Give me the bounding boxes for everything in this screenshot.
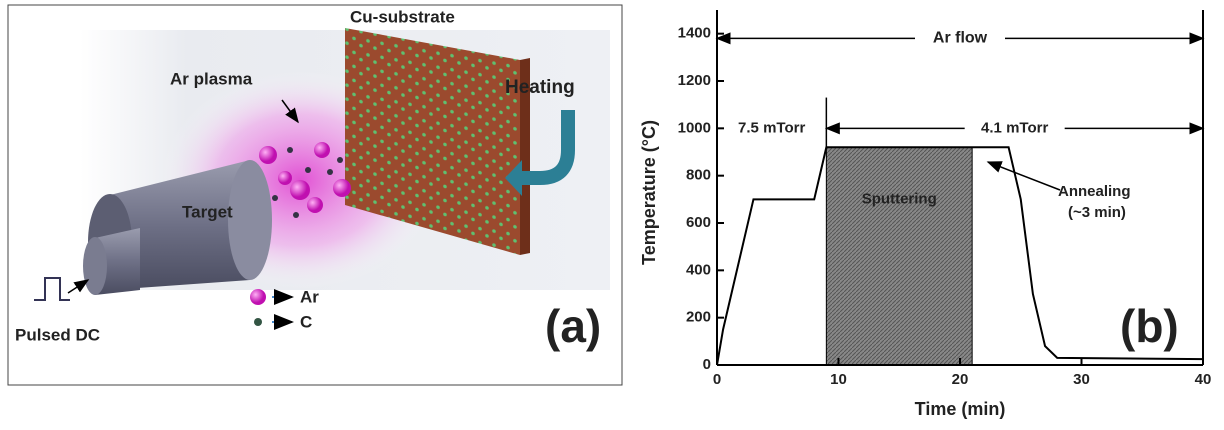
annotation: 7.5 mTorr xyxy=(738,119,805,136)
x-tick-label: 40 xyxy=(1195,371,1212,388)
panel-label: (a) xyxy=(545,300,601,352)
x-tick-label: 20 xyxy=(952,371,969,388)
panel-a: Cu-substrate Ar plasma Heating Target Pu… xyxy=(8,5,622,385)
sputtering-region xyxy=(826,147,972,365)
y-tick-label: 200 xyxy=(686,309,711,326)
y-tick-label: 0 xyxy=(703,356,711,373)
legend-c xyxy=(254,318,262,326)
region-label: Sputtering xyxy=(862,190,937,207)
annotation: Ar flow xyxy=(933,30,988,47)
label: Cu-substrate xyxy=(350,7,455,26)
x-tick-label: 10 xyxy=(830,371,847,388)
y-tick-label: 1200 xyxy=(678,72,711,89)
x-axis-label: Time (min) xyxy=(915,399,1006,419)
label: Heating xyxy=(505,77,575,98)
figure: Cu-substrate Ar plasma Heating Target Pu… xyxy=(0,0,1224,425)
y-tick-label: 1000 xyxy=(678,119,711,136)
annotation: Annealing xyxy=(1058,183,1131,200)
y-tick-label: 600 xyxy=(686,214,711,231)
y-tick-label: 400 xyxy=(686,261,711,278)
panel-b: Sputtering 0 200 400 600 800 1000 1200 1400 0 10 20… xyxy=(639,10,1212,419)
annotation: (~3 min) xyxy=(1068,204,1126,221)
label: Ar xyxy=(300,287,319,306)
target-face xyxy=(228,160,272,280)
legend-ar xyxy=(250,289,266,305)
label: C xyxy=(300,312,312,331)
x-tick-label: 30 xyxy=(1073,371,1090,388)
annotation: 4.1 mTorr xyxy=(981,119,1048,136)
pointer xyxy=(988,162,1060,190)
label: Target xyxy=(182,202,233,221)
label: Ar plasma xyxy=(170,69,253,88)
y-tick-label: 800 xyxy=(686,167,711,184)
x-tick-label: 0 xyxy=(713,371,721,388)
connector-face xyxy=(83,237,107,295)
y-tick-label: 1400 xyxy=(678,25,711,42)
panel-label: (b) xyxy=(1120,300,1179,352)
y-axis-label: Temperature (°C) xyxy=(639,120,659,265)
label: Pulsed DC xyxy=(15,325,100,344)
